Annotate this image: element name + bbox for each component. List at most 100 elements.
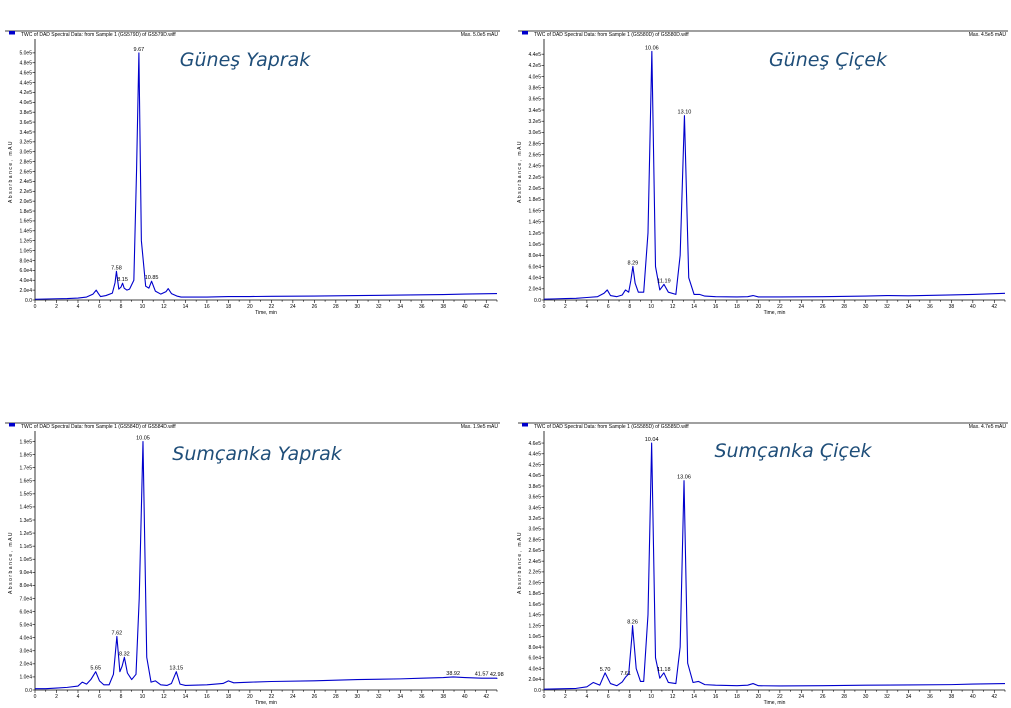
x-tick-label: 28: [333, 304, 339, 310]
x-tick-label: 20: [756, 304, 762, 310]
x-tick-label: 22: [777, 694, 783, 700]
x-tick-label: 4: [585, 694, 588, 700]
y-tick-label: 1.0e5: [19, 557, 32, 563]
peak-label: 7.62: [112, 630, 123, 636]
x-tick-label: 0: [34, 694, 37, 700]
peak-label: 8.32: [119, 651, 130, 657]
peak-label: 10.85: [145, 275, 159, 281]
x-tick-label: 30: [863, 304, 869, 310]
y-tick-label: 4.0e5: [528, 74, 541, 80]
x-tick-label: 38: [949, 304, 955, 310]
x-tick-label: 2: [55, 304, 58, 310]
x-tick-label: 40: [462, 694, 468, 700]
y-tick-label: 3.4e5: [528, 108, 541, 114]
x-tick-label: 40: [970, 304, 976, 310]
peak-label: 38.92: [446, 671, 460, 677]
x-tick-label: 24: [290, 304, 296, 310]
y-tick-label: 3.0e5: [528, 130, 541, 136]
y-tick-label: 1.2e5: [19, 531, 32, 537]
x-tick-label: 24: [290, 694, 296, 700]
y-tick-label: 1.6e5: [19, 219, 32, 225]
x-tick-label: 28: [841, 694, 847, 700]
x-tick-label: 32: [884, 694, 890, 700]
chromatogram-chart: TWC of DAD Spectral Data: from Sample 1 …: [517, 422, 1008, 706]
x-tick-label: 2: [55, 694, 58, 700]
y-tick-label: 2.6e5: [528, 548, 541, 554]
x-tick-label: 32: [376, 694, 382, 700]
y-tick-label: 2.0e5: [528, 580, 541, 586]
y-tick-label: 1.2e5: [19, 238, 32, 244]
y-tick-label: 1.0e5: [19, 248, 32, 254]
y-tick-label: 6.0e4: [19, 609, 32, 615]
y-tick-label: 1.2e5: [528, 231, 541, 237]
y-tick-label: 1.4e5: [528, 613, 541, 619]
y-tick-label: 1.8e5: [528, 197, 541, 203]
x-tick-label: 22: [269, 304, 275, 310]
y-tick-label: 1.8e5: [528, 591, 541, 597]
x-tick-label: 8: [628, 694, 631, 700]
legend-swatch-icon: [522, 423, 528, 427]
max-intensity-label: Max. 4.5e5 mAU: [969, 32, 1007, 38]
y-tick-label: 3.8e5: [528, 85, 541, 91]
y-tick-label: 3.6e5: [528, 97, 541, 103]
y-tick-label: 4.0e5: [528, 473, 541, 479]
y-tick-label: 1.0e5: [528, 634, 541, 640]
y-tick-label: 4.2e5: [528, 63, 541, 69]
x-tick-label: 10: [140, 694, 146, 700]
max-intensity-label: Max. 1.9e5 mAU: [461, 424, 499, 430]
chart-header: TWC of DAD Spectral Data: from Sample 1 …: [534, 32, 689, 38]
x-axis-title: Time, min: [255, 700, 277, 706]
sample-title: Güneş Çiçek: [769, 49, 888, 71]
x-tick-label: 16: [204, 304, 210, 310]
y-tick-label: 8.0e4: [528, 645, 541, 651]
x-tick-label: 12: [161, 694, 167, 700]
x-tick-label: 14: [691, 304, 697, 310]
x-axis-title: Time, min: [764, 310, 786, 316]
x-tick-label: 40: [462, 304, 468, 310]
x-tick-label: 26: [820, 304, 826, 310]
x-tick-label: 42: [991, 694, 997, 700]
y-tick-label: 2.6e5: [19, 169, 32, 175]
peak-label: 7.58: [111, 265, 122, 271]
y-axis-title: Absorbance, mAU: [517, 531, 523, 594]
x-tick-label: 24: [799, 304, 805, 310]
y-tick-label: 2.8e5: [528, 141, 541, 147]
x-tick-label: 42: [991, 304, 997, 310]
y-axis-title: Absorbance, mAU: [517, 140, 523, 203]
chart-header: TWC of DAD Spectral Data: from Sample 1 …: [21, 424, 176, 430]
y-tick-label: 8.0e4: [19, 583, 32, 589]
x-tick-label: 38: [440, 304, 446, 310]
y-tick-label: 6.0e4: [19, 268, 32, 274]
y-tick-label: 3.4e5: [528, 505, 541, 511]
chromatogram-trace: [35, 440, 498, 690]
y-tick-label: 1.2e5: [528, 623, 541, 629]
x-tick-label: 38: [440, 694, 446, 700]
y-axis-title: Absorbance, mAU: [8, 140, 14, 203]
x-tick-label: 4: [77, 304, 80, 310]
x-tick-label: 32: [376, 304, 382, 310]
x-tick-label: 2: [564, 694, 567, 700]
x-tick-label: 24: [799, 694, 805, 700]
x-axis-title: Time, min: [764, 700, 786, 706]
x-tick-label: 18: [226, 694, 232, 700]
peak-label: 10.05: [136, 436, 150, 442]
y-tick-label: 2.4e5: [528, 559, 541, 565]
sample-title: Güneş Yaprak: [180, 49, 311, 71]
x-tick-label: 0: [543, 304, 546, 310]
y-tick-label: 4.4e5: [528, 52, 541, 58]
x-tick-label: 36: [927, 694, 933, 700]
x-tick-label: 18: [734, 694, 740, 700]
y-tick-label: 3.6e5: [528, 495, 541, 501]
y-tick-label: 1.4e5: [19, 505, 32, 511]
chromatogram-chart: TWC of DAD Spectral Data: from Sample 1 …: [5, 30, 500, 316]
y-tick-label: 5.0e5: [19, 51, 32, 57]
x-tick-label: 12: [670, 304, 676, 310]
y-tick-label: 2.4e5: [528, 164, 541, 170]
chromatogram-panel-gunes-yaprak: TWC of DAD Spectral Data: from Sample 1 …: [5, 29, 500, 319]
y-tick-label: 2.6e5: [528, 153, 541, 159]
y-tick-label: 2.8e5: [19, 159, 32, 165]
x-tick-label: 0: [34, 304, 37, 310]
y-tick-label: 4.4e5: [528, 452, 541, 458]
x-tick-label: 30: [355, 304, 361, 310]
x-tick-label: 20: [247, 304, 253, 310]
